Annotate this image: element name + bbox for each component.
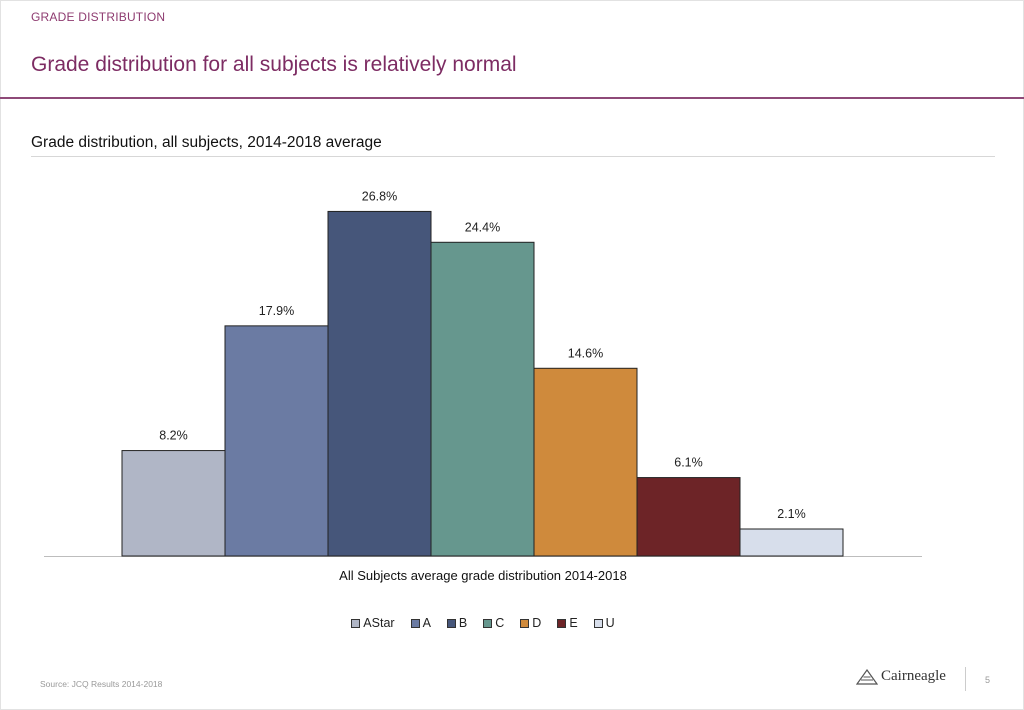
- legend-item-astar: AStar: [351, 616, 395, 630]
- legend-label: D: [532, 616, 542, 630]
- legend-label: A: [422, 616, 431, 630]
- legend-swatch: [520, 618, 530, 628]
- bar-e: [636, 477, 741, 557]
- bar-a: [224, 325, 329, 557]
- source-note: Source: JCQ Results 2014-2018: [40, 679, 163, 689]
- logo-text: Cairneagle: [881, 668, 946, 684]
- page-number: 5: [985, 675, 991, 685]
- legend-label: AStar: [363, 616, 395, 630]
- bar-chart: 8.2% 17.9% 26.8% 24.4% 14.6% 6.1% 2.1%: [44, 189, 922, 557]
- bar-c: [430, 241, 535, 557]
- logo-mark-icon: [856, 668, 878, 685]
- footer-separator: [965, 667, 966, 691]
- data-label-e: 6.1%: [674, 456, 703, 470]
- legend-item-b: B: [446, 616, 468, 630]
- data-label-c: 24.4%: [465, 220, 500, 234]
- legend-swatch: [557, 618, 567, 628]
- legend-label: U: [605, 616, 615, 630]
- legend-label: C: [495, 616, 505, 630]
- chart-title: Grade distribution, all subjects, 2014-2…: [31, 134, 382, 151]
- data-label-u: 2.1%: [777, 507, 806, 521]
- chart-legend: AStar A B C D E U: [0, 616, 966, 630]
- bar-b: [327, 210, 432, 557]
- legend-swatch: [593, 618, 603, 628]
- company-logo: Cairneagle: [856, 668, 946, 685]
- legend-item-c: C: [483, 616, 504, 630]
- legend-label: B: [458, 616, 468, 630]
- x-axis-label: All Subjects average grade distribution …: [339, 568, 627, 583]
- legend-label: E: [569, 616, 578, 630]
- legend-swatch: [446, 618, 456, 628]
- data-label-b: 26.8%: [362, 189, 397, 203]
- legend-item-a: A: [410, 616, 431, 630]
- bar-u: [739, 528, 844, 557]
- legend-swatch: [410, 618, 420, 628]
- headline-divider: [0, 97, 1024, 99]
- bar-d: [533, 367, 638, 557]
- data-label-astar: 8.2%: [159, 429, 188, 443]
- legend-item-u: U: [593, 616, 615, 630]
- data-label-d: 14.6%: [568, 346, 603, 360]
- legend-item-e: E: [557, 616, 578, 630]
- legend-item-d: D: [520, 616, 541, 630]
- data-label-a: 17.9%: [259, 304, 294, 318]
- legend-swatch: [483, 618, 493, 628]
- bar-astar: [121, 450, 226, 557]
- chart-title-divider: [31, 156, 995, 157]
- section-label: GRADE DISTRIBUTION: [31, 10, 166, 24]
- slide-headline: Grade distribution for all subjects is r…: [31, 53, 517, 76]
- legend-swatch: [351, 618, 361, 628]
